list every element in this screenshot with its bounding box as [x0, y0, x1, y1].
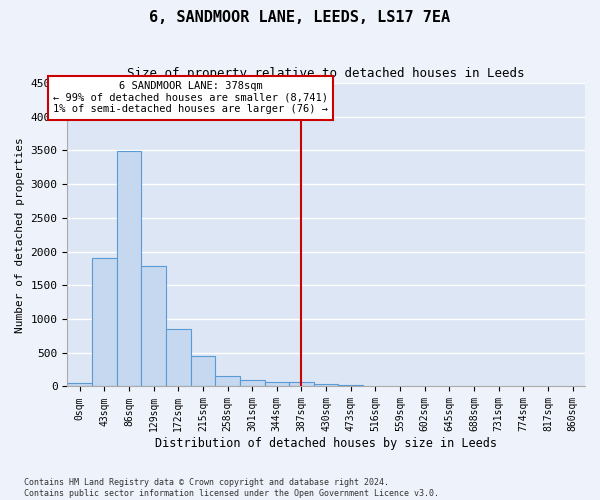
- Bar: [67, 383, 92, 386]
- Bar: [166, 330, 191, 386]
- Text: 6 SANDMOOR LANE: 378sqm
← 99% of detached houses are smaller (8,741)
1% of semi-: 6 SANDMOOR LANE: 378sqm ← 99% of detache…: [53, 82, 328, 114]
- Bar: [289, 382, 314, 386]
- Y-axis label: Number of detached properties: Number of detached properties: [15, 137, 25, 332]
- Bar: [141, 266, 166, 386]
- Bar: [265, 382, 289, 386]
- Bar: [116, 151, 141, 386]
- Bar: [314, 384, 338, 386]
- Bar: [240, 380, 265, 386]
- Title: Size of property relative to detached houses in Leeds: Size of property relative to detached ho…: [127, 68, 525, 80]
- Bar: [338, 385, 363, 386]
- Bar: [92, 258, 116, 386]
- Text: Contains HM Land Registry data © Crown copyright and database right 2024.
Contai: Contains HM Land Registry data © Crown c…: [24, 478, 439, 498]
- X-axis label: Distribution of detached houses by size in Leeds: Distribution of detached houses by size …: [155, 437, 497, 450]
- Bar: [215, 376, 240, 386]
- Text: 6, SANDMOOR LANE, LEEDS, LS17 7EA: 6, SANDMOOR LANE, LEEDS, LS17 7EA: [149, 10, 451, 25]
- Bar: [191, 356, 215, 386]
